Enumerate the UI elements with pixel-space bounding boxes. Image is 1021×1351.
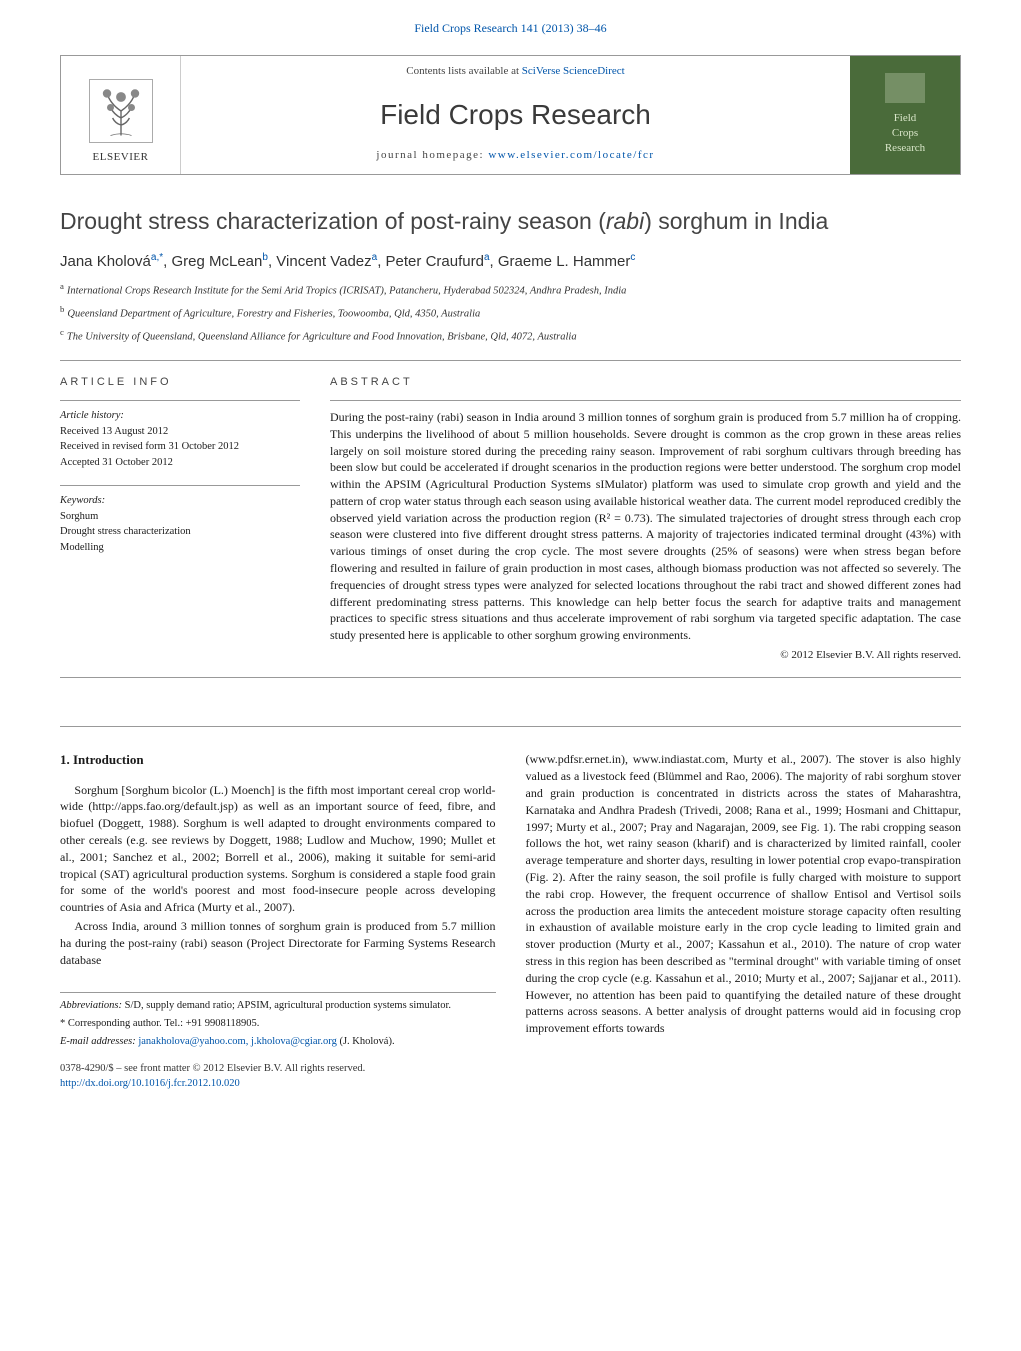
journal-banner: ELSEVIER Contents lists available at Sci… — [60, 55, 961, 175]
journal-name: Field Crops Research — [191, 95, 840, 134]
body-paragraph: Sorghum [Sorghum bicolor (L.) Moench] is… — [60, 782, 496, 916]
keywords-label: Keywords: — [60, 494, 300, 509]
divider — [60, 485, 300, 486]
elsevier-tree-icon — [86, 76, 156, 146]
abstract-column: abstract During the post-rainy (rabi) se… — [330, 375, 961, 664]
article-title: Drought stress characterization of post-… — [60, 205, 961, 237]
title-post: ) sorghum in India — [644, 208, 828, 234]
left-column: 1. Introduction Sorghum [Sorghum bicolor… — [60, 751, 496, 1052]
corresponding-note: * Corresponding author. Tel.: +91 990811… — [60, 1017, 496, 1032]
section-heading: 1. Introduction — [60, 751, 496, 769]
abstract-copyright: © 2012 Elsevier B.V. All rights reserved… — [330, 648, 961, 663]
email-link[interactable]: janakholova@yahoo.com, j.kholova@cgiar.o… — [138, 1036, 336, 1047]
email-suffix: (J. Kholová). — [337, 1036, 395, 1047]
author: Jana Kholová — [60, 253, 151, 270]
affil-text: Queensland Department of Agriculture, Fo… — [67, 309, 480, 320]
affiliation: cThe University of Queensland, Queenslan… — [60, 326, 961, 345]
abstract-heading: abstract — [330, 375, 961, 390]
contents-prefix: Contents lists available at — [406, 65, 521, 77]
email-label: E-mail addresses: — [60, 1036, 138, 1047]
author: Peter Craufurd — [386, 253, 484, 270]
title-pre: Drought stress characterization of post-… — [60, 208, 606, 234]
author: Vincent Vadez — [276, 253, 371, 270]
title-ital: rabi — [606, 208, 644, 234]
cover-line: Crops — [892, 126, 918, 141]
author-list: Jana Kholováa,*, Greg McLeanb, Vincent V… — [60, 251, 961, 272]
publisher-block: ELSEVIER — [61, 56, 181, 174]
history-line: Received 13 August 2012 — [60, 424, 300, 440]
affil-text: The University of Queensland, Queensland… — [67, 332, 577, 343]
sciencedirect-link[interactable]: SciVerse ScienceDirect — [522, 65, 625, 77]
contents-line: Contents lists available at SciVerse Sci… — [191, 64, 840, 79]
keywords-block: Keywords: Sorghum Drought stress charact… — [60, 494, 300, 556]
article-info-column: article info Article history: Received 1… — [60, 375, 300, 664]
history-line: Received in revised form 31 October 2012 — [60, 439, 300, 455]
keyword: Modelling — [60, 540, 300, 556]
homepage-link[interactable]: www.elsevier.com/locate/fcr — [488, 149, 654, 161]
body-columns: 1. Introduction Sorghum [Sorghum bicolor… — [0, 741, 1021, 1052]
abbreviations-note: Abbreviations: S/D, supply demand ratio;… — [60, 999, 496, 1014]
page-footer: 0378-4290/$ – see front matter © 2012 El… — [0, 1052, 1021, 1111]
doi-link[interactable]: http://dx.doi.org/10.1016/j.fcr.2012.10.… — [60, 1077, 961, 1092]
body-paragraph: (www.pdfsr.ernet.in), www.indiastat.com,… — [526, 751, 962, 1037]
affil-mark: a — [60, 281, 64, 291]
cover-line: Research — [885, 141, 925, 156]
email-note: E-mail addresses: janakholova@yahoo.com,… — [60, 1035, 496, 1050]
author-mark: a,* — [151, 252, 163, 263]
journal-cover-thumb: Field Crops Research — [850, 56, 960, 174]
divider — [330, 400, 961, 401]
banner-center: Contents lists available at SciVerse Sci… — [181, 56, 850, 174]
author-mark: a — [484, 252, 490, 263]
divider — [60, 677, 961, 678]
article-history: Article history: Received 13 August 2012… — [60, 409, 300, 471]
footnotes: Abbreviations: S/D, supply demand ratio;… — [60, 992, 496, 1049]
footer-front-matter: 0378-4290/$ – see front matter © 2012 El… — [60, 1062, 961, 1077]
homepage-line: journal homepage: www.elsevier.com/locat… — [191, 148, 840, 163]
divider — [60, 400, 300, 401]
right-column: (www.pdfsr.ernet.in), www.indiastat.com,… — [526, 751, 962, 1052]
body-paragraph: Across India, around 3 million tonnes of… — [60, 918, 496, 968]
author-mark: b — [262, 252, 268, 263]
affiliation: aInternational Crops Research Institute … — [60, 280, 961, 299]
abstract-text: During the post-rainy (rabi) season in I… — [330, 409, 961, 644]
keyword: Sorghum — [60, 509, 300, 525]
affiliation: bQueensland Department of Agriculture, F… — [60, 303, 961, 322]
homepage-prefix: journal homepage: — [376, 149, 488, 161]
running-head: Field Crops Research 141 (2013) 38–46 — [0, 0, 1021, 45]
affil-text: International Crops Research Institute f… — [67, 285, 626, 296]
publisher-label: ELSEVIER — [93, 150, 149, 165]
article-info-heading: article info — [60, 375, 300, 390]
abbrev-label: Abbreviations: — [60, 1000, 122, 1011]
history-label: Article history: — [60, 409, 300, 424]
affil-mark: b — [60, 304, 64, 314]
abbrev-text: S/D, supply demand ratio; APSIM, agricul… — [122, 1000, 451, 1011]
author: Graeme L. Hammer — [498, 253, 631, 270]
cover-line: Field — [894, 111, 917, 126]
keyword: Drought stress characterization — [60, 524, 300, 540]
author-mark: c — [630, 252, 635, 263]
affil-mark: c — [60, 327, 64, 337]
cover-logo-icon — [885, 73, 925, 103]
section-divider — [60, 726, 961, 727]
author-mark: a — [372, 252, 378, 263]
author: Greg McLean — [171, 253, 262, 270]
divider — [60, 360, 961, 361]
history-line: Accepted 31 October 2012 — [60, 455, 300, 471]
